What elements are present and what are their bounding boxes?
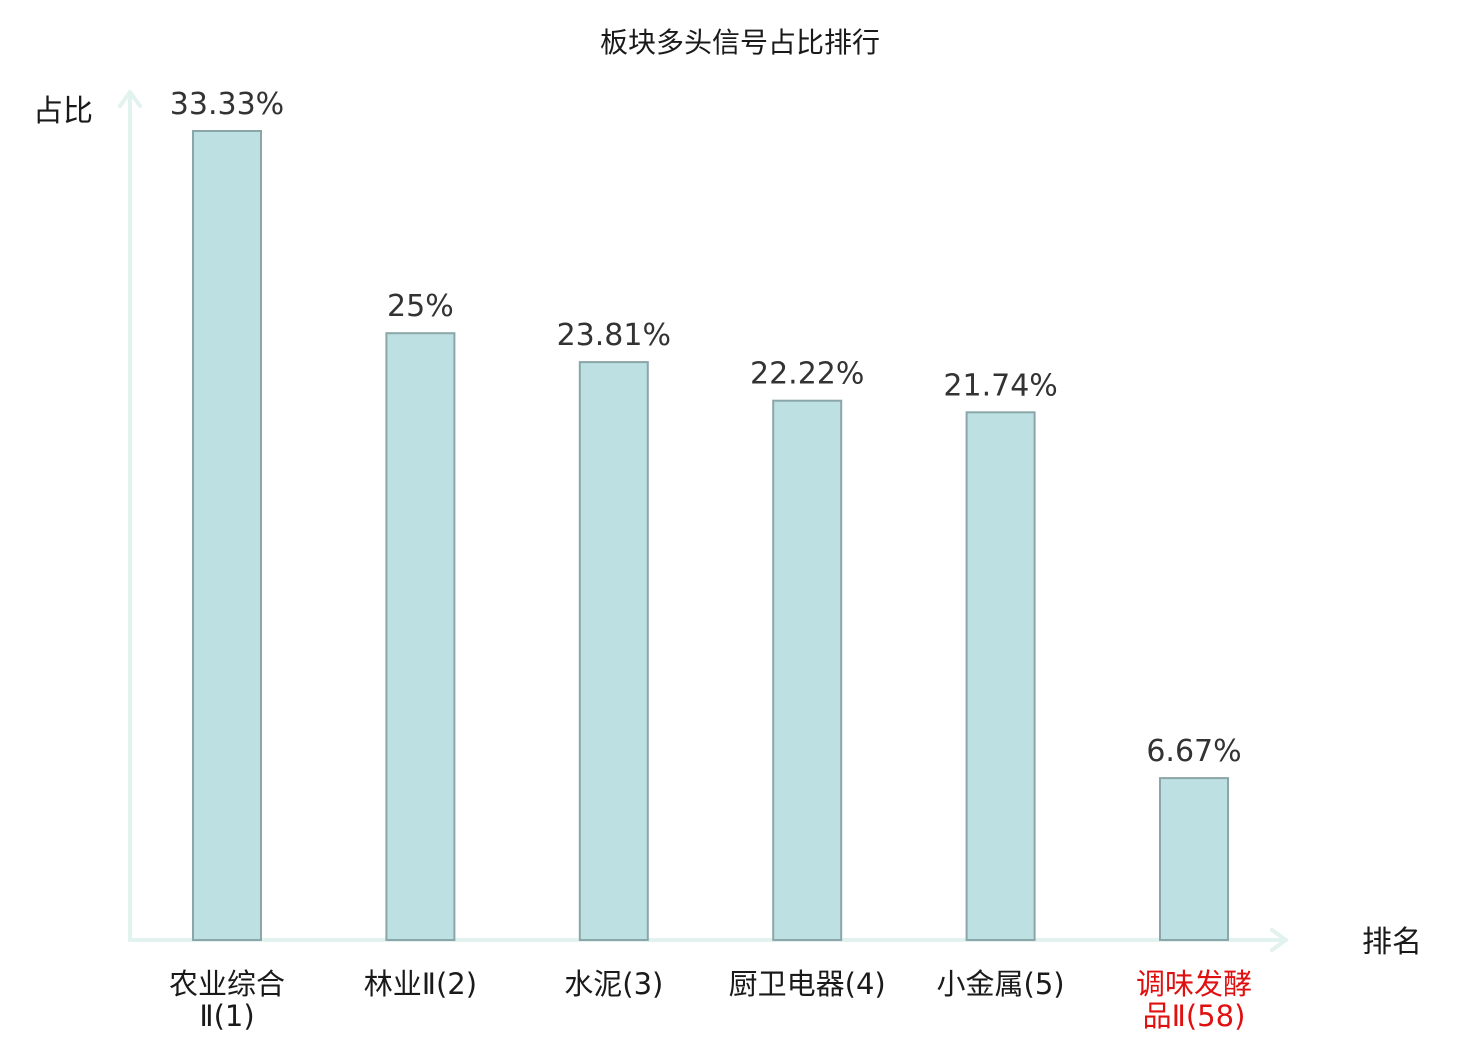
bar-value-label: 22.22% <box>750 357 864 392</box>
x-axis-arrow-icon <box>1270 928 1288 952</box>
chart-title: 板块多头信号占比排行 <box>600 26 880 59</box>
category-label: 小金属(5) <box>937 967 1065 1001</box>
bar <box>578 361 649 942</box>
bar <box>385 332 456 941</box>
axes <box>118 90 1288 952</box>
bar <box>1159 777 1229 941</box>
category-label: 厨卫电器(4) <box>729 967 886 1001</box>
bar-value-label: 6.67% <box>1146 734 1241 769</box>
bar <box>965 411 1036 941</box>
category-label: 品Ⅱ(58) <box>1143 999 1246 1033</box>
category-label: 农业综合 <box>169 967 285 1001</box>
bar <box>772 399 843 941</box>
bars-group <box>192 130 1229 942</box>
y-axis-arrow-icon <box>118 90 142 108</box>
bar-value-label: 23.81% <box>557 318 671 353</box>
bar-value-label: 33.33% <box>170 87 284 122</box>
category-label: 林业Ⅱ(2) <box>364 967 477 1001</box>
value-labels-group: 33.33% 25% 23.81% 22.22% 21.74% 6.67% <box>170 87 1242 769</box>
bar-value-label: 21.74% <box>943 368 1057 403</box>
category-label: 调味发酵 <box>1136 967 1252 1001</box>
y-axis-label: 占比 <box>33 94 93 129</box>
category-label: Ⅱ(1) <box>199 999 254 1033</box>
category-label: 水泥(3) <box>564 967 663 1001</box>
bar-value-label: 25% <box>387 289 454 324</box>
bar <box>192 130 262 941</box>
x-axis-label: 排名 <box>1362 925 1422 960</box>
